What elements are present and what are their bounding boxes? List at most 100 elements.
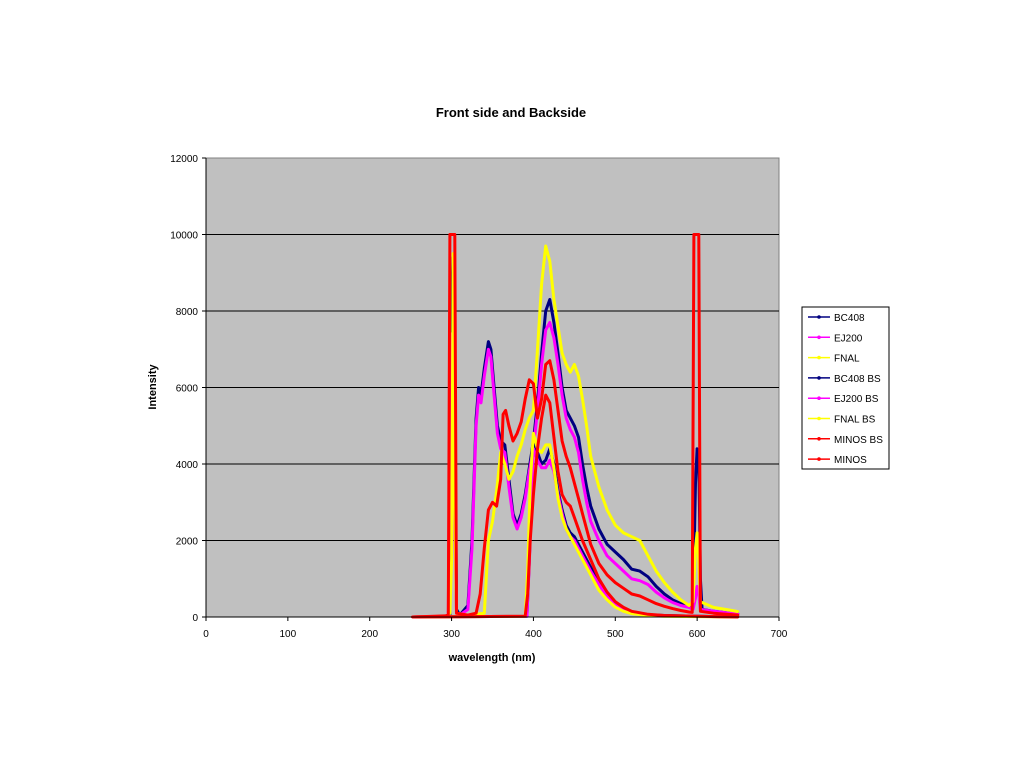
series-7-point-16 — [589, 558, 592, 561]
legend-marker-5 — [817, 416, 821, 421]
series-2-point-33 — [585, 424, 588, 427]
x-tick-label-0: 0 — [203, 629, 209, 640]
series-0-point-46 — [646, 575, 650, 578]
series-6-point-4 — [453, 233, 456, 236]
series-2-point-15 — [511, 470, 515, 473]
series-6-point-23 — [536, 416, 539, 420]
y-tick-label-2: 4000 — [176, 460, 199, 471]
series-0-point-41 — [605, 543, 609, 546]
series-6-point-45 — [663, 605, 666, 608]
y-axis-label: Intensity — [147, 364, 159, 410]
series-2-point-25 — [552, 298, 556, 301]
series-0-point-13 — [487, 340, 490, 343]
series-1-point-11 — [477, 393, 480, 397]
series-6-point-40 — [622, 587, 625, 590]
series-5-point-11 — [560, 516, 564, 519]
series-2-point-30 — [573, 363, 576, 366]
series-5-point-10 — [556, 497, 560, 500]
series-2-point-17 — [520, 443, 523, 447]
y-tick-label-6: 12000 — [170, 154, 198, 165]
series-4-point-8 — [548, 459, 551, 462]
series-1-point-15 — [489, 355, 493, 359]
series-3-point-7 — [544, 459, 547, 462]
series-6-point-25 — [544, 363, 547, 366]
series-6-point-27 — [552, 378, 556, 381]
series-0-point-30 — [552, 321, 556, 324]
series-0-point-18 — [503, 443, 506, 447]
series-2-point-31 — [577, 374, 580, 378]
series-6-point-20 — [524, 397, 527, 401]
series-2-point-21 — [536, 348, 539, 351]
series-6-point-34 — [581, 512, 584, 515]
series-7-point-13 — [569, 504, 572, 508]
series-7-point-10 — [556, 470, 560, 473]
series-6-point-13 — [499, 478, 502, 481]
series-0-point-34 — [569, 416, 572, 420]
series-5-point-9 — [552, 466, 556, 469]
series-5-point-15 — [581, 558, 584, 561]
series-6-point-26 — [548, 359, 551, 362]
series-2-point-19 — [528, 416, 531, 420]
series-4-point-17 — [597, 583, 601, 586]
series-5-point-21 — [630, 612, 633, 615]
y-tick-label-1: 2000 — [176, 537, 199, 548]
series-2-point-10 — [491, 520, 494, 523]
series-6-point-48 — [687, 610, 691, 614]
series-line-5 — [412, 431, 739, 619]
series-2-point-27 — [560, 351, 564, 355]
legend-label-2: FNAL — [834, 354, 860, 365]
series-1-point-40 — [589, 520, 592, 523]
series-2-point-43 — [663, 581, 666, 584]
x-tick-label-1: 100 — [280, 629, 297, 640]
chart-title: Front side and Backside — [436, 105, 586, 120]
series-0-point-45 — [638, 569, 641, 573]
series-1-point-24 — [524, 497, 527, 500]
series-2-point-16 — [515, 455, 519, 458]
series-2-point-29 — [569, 371, 572, 374]
series-line-7 — [412, 393, 739, 619]
series-6-point-52 — [699, 610, 702, 613]
series-1-point-37 — [577, 451, 580, 454]
series-6-point-24 — [540, 397, 543, 401]
series-0-point-37 — [581, 462, 584, 466]
series-1-point-50 — [671, 601, 674, 604]
series-2-point-52 — [712, 606, 715, 609]
series-6-point-49 — [691, 611, 694, 614]
series-1-point-33 — [560, 393, 564, 397]
series-1-point-21 — [511, 516, 515, 519]
series-2-point-18 — [524, 428, 527, 431]
series-2-point-44 — [671, 590, 674, 594]
series-1-point-45 — [630, 577, 633, 580]
series-7-point-2 — [526, 592, 529, 596]
series-7-point-18 — [605, 590, 609, 594]
series-1-point-17 — [496, 432, 499, 435]
series-0-point-14 — [489, 348, 493, 351]
series-6-point-50 — [692, 233, 696, 236]
series-6-point-15 — [504, 409, 507, 412]
series-7-point-12 — [565, 501, 568, 504]
series-6-point-3 — [448, 233, 452, 236]
series-6-point-18 — [515, 432, 519, 435]
series-1-point-28 — [540, 363, 543, 366]
series-1-point-36 — [573, 436, 576, 439]
series-1-point-43 — [614, 562, 617, 565]
series-2-point-48 — [694, 546, 697, 550]
series-1-point-54 — [694, 596, 697, 600]
y-tick-label-3: 6000 — [176, 384, 199, 395]
legend-label-6: MINOS BS — [834, 435, 883, 446]
series-5-point-19 — [614, 605, 617, 609]
series-2-point-28 — [565, 363, 568, 366]
series-0-point-49 — [671, 598, 674, 601]
series-6-point-33 — [577, 497, 580, 500]
series-lines — [411, 233, 740, 619]
series-1-point-47 — [646, 583, 650, 586]
series-1-point-8 — [466, 608, 470, 611]
series-1-point-14 — [487, 348, 490, 351]
series-6-point-12 — [495, 504, 498, 508]
series-1-point-38 — [581, 478, 584, 481]
legend-marker-2 — [817, 355, 821, 360]
legend-label-5: FNAL BS — [834, 415, 876, 426]
series-7-point-5 — [536, 447, 539, 450]
y-tick-label-0: 0 — [192, 613, 198, 624]
